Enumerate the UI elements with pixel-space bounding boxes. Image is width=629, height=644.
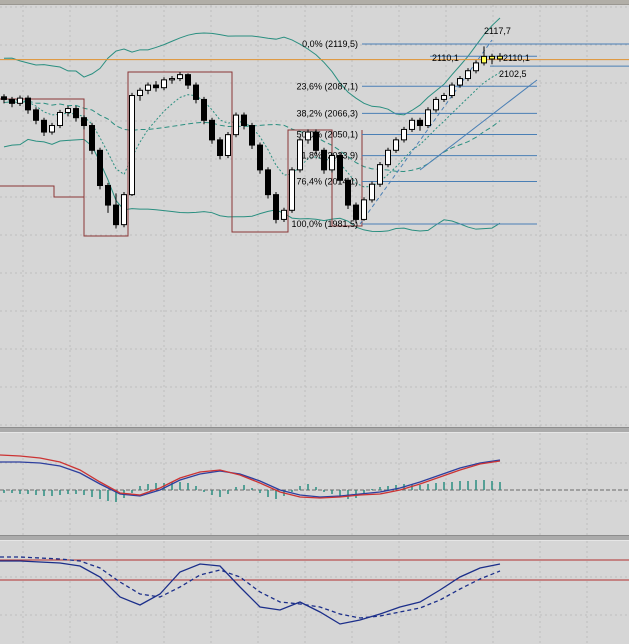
price-label: 2102,5 xyxy=(499,69,527,79)
candle-body xyxy=(57,111,63,127)
candle-body xyxy=(257,144,263,171)
oscillator-blue-line xyxy=(0,459,501,498)
main-chart-pane[interactable]: 0,0% (2119,5) 23,6% (2087,1) 38,2% (2066,3… xyxy=(0,0,629,427)
candle-body xyxy=(321,149,327,171)
candle-body xyxy=(81,117,87,127)
candle-body xyxy=(441,95,447,100)
oscillator-pane[interactable] xyxy=(0,433,629,535)
fib-level-label: 38,2% (2066,3) xyxy=(296,108,358,118)
candle-body xyxy=(249,125,255,146)
candle-body xyxy=(273,194,279,220)
candle-body xyxy=(393,139,399,151)
fib-level-label: 100,0% (1981,5) xyxy=(291,219,358,229)
candle-body xyxy=(201,98,207,121)
candle-body xyxy=(377,164,383,185)
candle-body xyxy=(449,84,455,97)
pane-splitter-2[interactable] xyxy=(0,535,629,541)
candle-body xyxy=(385,149,391,166)
trend-line[interactable] xyxy=(419,79,538,171)
candle-body xyxy=(433,98,439,111)
trend-line[interactable] xyxy=(359,39,493,225)
candle-body xyxy=(225,134,231,157)
candle-body xyxy=(185,74,191,86)
candle-body xyxy=(73,108,79,119)
price-label: 2110,1 xyxy=(503,53,530,63)
candle-body xyxy=(193,84,199,100)
candle-body xyxy=(409,119,415,130)
candle-body xyxy=(41,119,47,133)
candle-body xyxy=(97,149,103,187)
window-top-border xyxy=(0,0,629,5)
candle-body xyxy=(305,131,311,141)
candle-body xyxy=(289,169,295,211)
oscillator-svg[interactable] xyxy=(0,433,629,535)
candle-body xyxy=(369,183,375,201)
fib-level-label: 76,4% (2014,1) xyxy=(296,176,358,186)
candle-body xyxy=(153,84,159,89)
candle-body xyxy=(425,109,431,127)
candle-body xyxy=(65,108,71,113)
candle-body xyxy=(465,70,471,80)
candle-body xyxy=(417,119,423,127)
candle-body xyxy=(473,62,479,72)
fib-level-label: 50,0% (2050,1) xyxy=(296,130,358,140)
oscillator-histogram xyxy=(3,480,501,502)
candle-body xyxy=(49,125,55,133)
candle-body xyxy=(481,55,487,64)
candle-body xyxy=(241,114,247,127)
candle-body xyxy=(209,119,215,141)
candle-body xyxy=(145,84,151,91)
stochastic-svg[interactable] xyxy=(0,541,629,644)
candle-body xyxy=(489,55,495,60)
candle-body xyxy=(297,139,303,171)
candle-body xyxy=(497,55,503,60)
zigzag-indicator xyxy=(0,71,363,237)
fib-level-label: 0,0% (2119,5) xyxy=(302,39,358,49)
price-label: 2117,7 xyxy=(484,26,511,36)
candle-body xyxy=(1,96,7,100)
candle-body xyxy=(457,78,463,86)
fib-level-label: 23,6% (2087,1) xyxy=(296,81,358,91)
candle-body xyxy=(177,74,183,80)
candle-body xyxy=(129,95,135,196)
candle-body xyxy=(105,185,111,206)
candle-body xyxy=(361,199,367,220)
candle-body xyxy=(329,155,335,171)
candle-body xyxy=(313,131,319,151)
candle-body xyxy=(337,155,343,181)
candle-body xyxy=(161,79,167,89)
price-label: 2110,1 xyxy=(432,53,459,63)
candle-body xyxy=(265,169,271,196)
candle-body xyxy=(9,98,15,104)
pane-splitter-1[interactable] xyxy=(0,427,629,433)
candle-body xyxy=(17,97,23,104)
fibonacci-retracement[interactable]: 0,0% (2119,5) 23,6% (2087,1) 38,2% (2066,3… xyxy=(291,39,629,229)
candle-body xyxy=(233,114,239,136)
candle-body xyxy=(281,209,287,220)
candle-body xyxy=(89,125,95,151)
stochastic-pane[interactable] xyxy=(0,541,629,644)
candle-body xyxy=(401,128,407,141)
candlesticks xyxy=(1,46,503,229)
candle-body xyxy=(33,109,39,121)
candle-body xyxy=(121,194,127,226)
candle-body xyxy=(137,89,143,97)
oscillator-red-line xyxy=(0,454,501,499)
candle-body xyxy=(353,204,359,220)
candle-body xyxy=(113,204,119,226)
candle-body xyxy=(25,97,31,111)
fib-level-label: 61,8% (2033,9) xyxy=(296,151,358,161)
stochastic-signal-line xyxy=(0,556,501,619)
main-chart-svg[interactable]: 0,0% (2119,5) 23,6% (2087,1) 38,2% (2066,3… xyxy=(0,0,629,427)
candle-body xyxy=(345,179,351,206)
candle-body xyxy=(169,78,175,81)
candle-body xyxy=(217,139,223,157)
stochastic-main-line xyxy=(0,560,501,625)
